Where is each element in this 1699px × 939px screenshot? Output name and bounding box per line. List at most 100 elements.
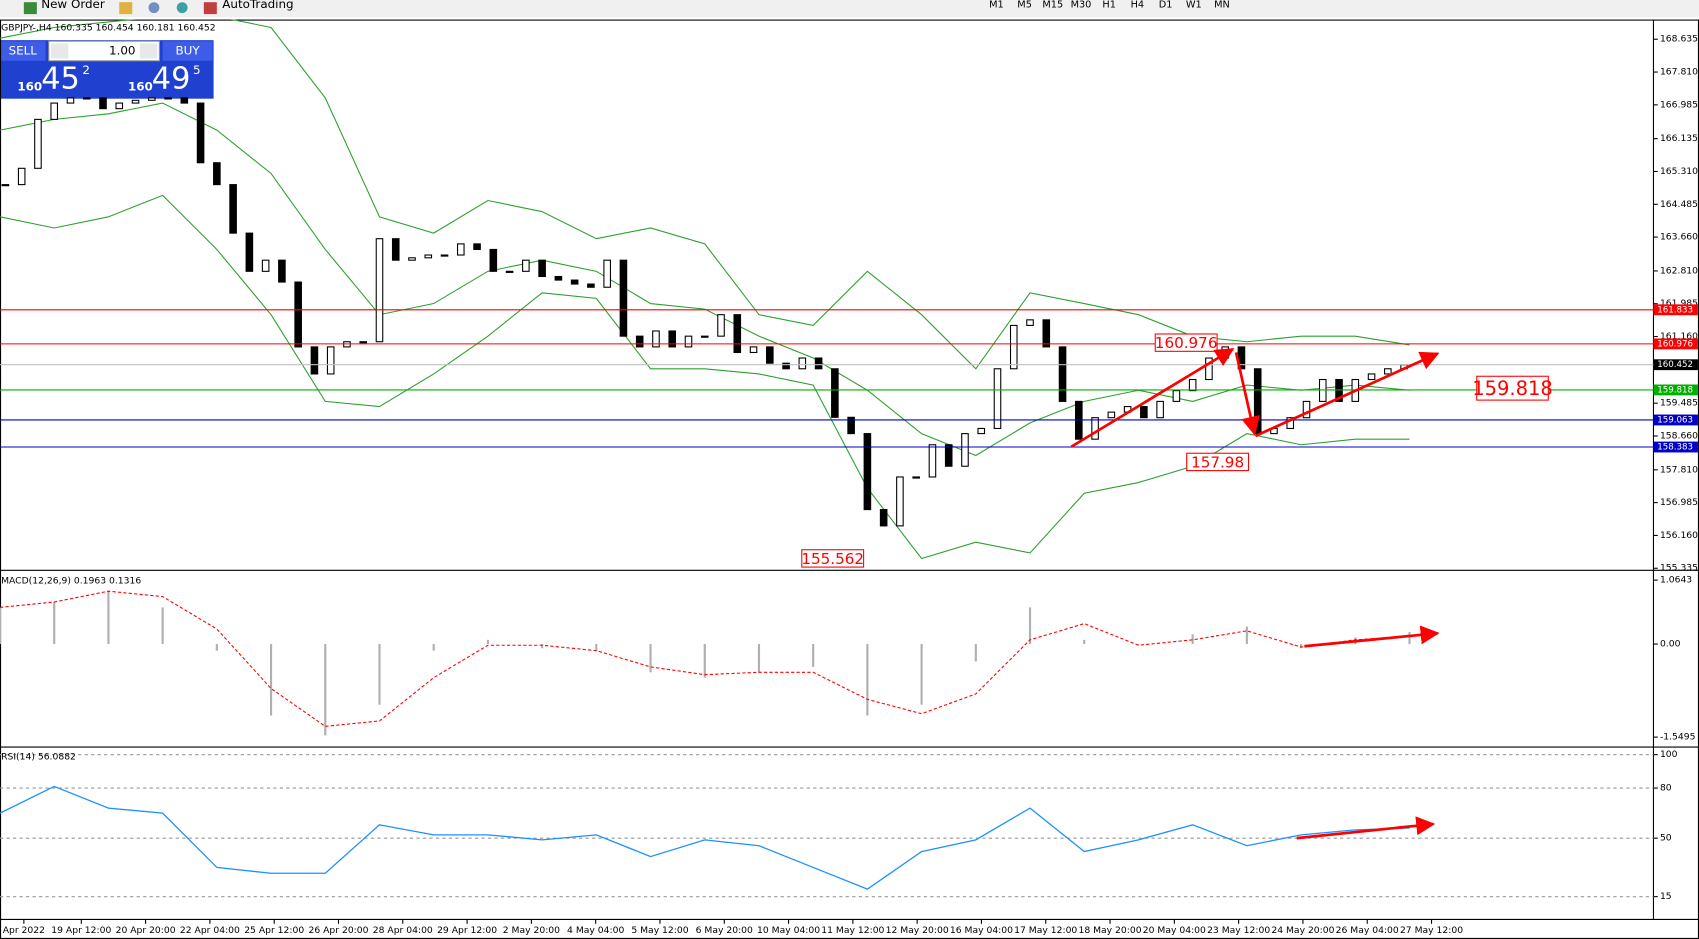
candle — [652, 330, 660, 348]
timeframe[interactable]: D1 — [1159, 0, 1173, 10]
timeframe[interactable]: W1 — [1186, 0, 1202, 10]
lot-value[interactable]: 1.00 — [109, 43, 136, 57]
macd-bar — [1191, 634, 1194, 645]
bid-big: 160 — [17, 79, 42, 93]
level-label: 159.818 — [1657, 385, 1693, 395]
macd-bar — [1300, 644, 1303, 649]
buy-button[interactable] — [162, 41, 213, 61]
frame — [0, 19, 1699, 939]
time-label: 20 Apr 20:00 — [116, 925, 176, 936]
timeframe[interactable]: M5 — [1017, 0, 1032, 10]
candle — [1140, 406, 1148, 419]
icon[interactable] — [119, 2, 133, 15]
one-click-panel: SELL 1.00 BUY 160 45 2 160 49 5 — [0, 40, 214, 99]
timeframe[interactable]: M1 — [989, 0, 1004, 10]
toolbar-bg — [0, 0, 1699, 18]
candle — [1188, 378, 1197, 392]
candle — [1058, 346, 1067, 402]
macd-bar — [866, 644, 869, 716]
y-tick-label: 162.810 — [1660, 265, 1698, 276]
y-tick-label: 100 — [1660, 749, 1678, 760]
time-label: 10 May 04:00 — [757, 925, 820, 936]
macd-bar — [486, 639, 489, 645]
macd-bar — [107, 591, 110, 645]
candle — [1302, 400, 1311, 419]
y-tick-label: 161.160 — [1660, 331, 1698, 342]
macd-bar — [161, 607, 164, 645]
y-tick-label: 15 — [1660, 891, 1672, 902]
candle — [1091, 417, 1099, 440]
autotrading[interactable]: AutoTrading — [222, 0, 293, 11]
sell-label[interactable]: SELL — [9, 43, 38, 57]
y-tick-label: 166.985 — [1660, 99, 1698, 110]
timeframe[interactable]: H4 — [1131, 0, 1145, 10]
annotation: 157.98 — [1191, 453, 1244, 471]
candle — [310, 346, 319, 375]
panel — [0, 754, 1654, 898]
buy-label[interactable]: BUY — [175, 43, 200, 57]
timeframe[interactable]: M30 — [1071, 0, 1092, 10]
level-tag — [1653, 384, 1698, 396]
candle — [440, 254, 449, 257]
annotation: 155.562 — [801, 550, 864, 568]
candle — [1042, 319, 1051, 348]
macd-bar — [324, 644, 327, 736]
lot-input[interactable] — [48, 40, 160, 62]
timeframe[interactable]: M15 — [1042, 0, 1063, 10]
annotation-box — [1186, 452, 1250, 472]
y-tick-label: 0.00 — [1660, 639, 1681, 650]
candle — [1026, 319, 1034, 326]
level-tag — [1653, 338, 1698, 350]
candle — [733, 314, 742, 354]
icon[interactable] — [203, 2, 217, 15]
time-label: 20 May 04:00 — [1143, 925, 1206, 936]
candle — [814, 357, 823, 370]
candle — [570, 279, 579, 285]
y-tick-label: 155.335 — [1660, 563, 1698, 574]
new-order[interactable]: New Order — [41, 0, 105, 11]
y-tick-label: 157.810 — [1660, 464, 1698, 475]
candle — [164, 97, 172, 100]
timeframe[interactable]: H1 — [1102, 0, 1116, 10]
icon[interactable] — [176, 2, 188, 14]
level-tag — [1653, 359, 1698, 371]
level-label: 160.452 — [1657, 360, 1693, 370]
arrow — [1234, 352, 1260, 436]
candle — [147, 97, 156, 101]
time-label: 26 Apr 20:00 — [308, 925, 368, 936]
candle — [196, 102, 205, 164]
candle — [50, 102, 59, 120]
candle — [749, 346, 758, 354]
tools: M1 M5 M15 M30 H1 H4 D1 W1 MN — [989, 0, 1230, 10]
rsi-line — [0, 785, 1410, 890]
candle — [326, 346, 335, 375]
candle — [180, 97, 189, 104]
level-label: 160.976 — [1657, 339, 1693, 349]
macd-bar — [812, 644, 815, 667]
level-label: 158.383 — [1657, 443, 1693, 453]
candle — [668, 330, 677, 348]
time-label: Apr 2022 — [3, 925, 45, 936]
time-label: 28 Apr 04:00 — [373, 925, 433, 936]
candle — [798, 357, 807, 370]
time-label: 29 Apr 12:00 — [437, 925, 497, 936]
icon[interactable] — [148, 2, 160, 14]
lot-up[interactable] — [139, 43, 158, 59]
bid-main: 45 — [41, 62, 80, 97]
level-tag — [1653, 441, 1698, 453]
candle — [977, 427, 986, 435]
macd-bar — [53, 601, 56, 645]
time-label: 11 May 12:00 — [821, 925, 884, 936]
sell-button[interactable] — [1, 41, 46, 61]
y-tick-label: 158.660 — [1660, 430, 1698, 441]
candle — [912, 476, 920, 479]
candle — [1205, 357, 1213, 381]
lot-down[interactable] — [50, 43, 69, 59]
timeframe[interactable]: MN — [1214, 0, 1230, 10]
icon[interactable] — [23, 2, 37, 15]
candle — [408, 257, 416, 261]
candle — [1107, 411, 1116, 419]
candle — [489, 248, 498, 272]
